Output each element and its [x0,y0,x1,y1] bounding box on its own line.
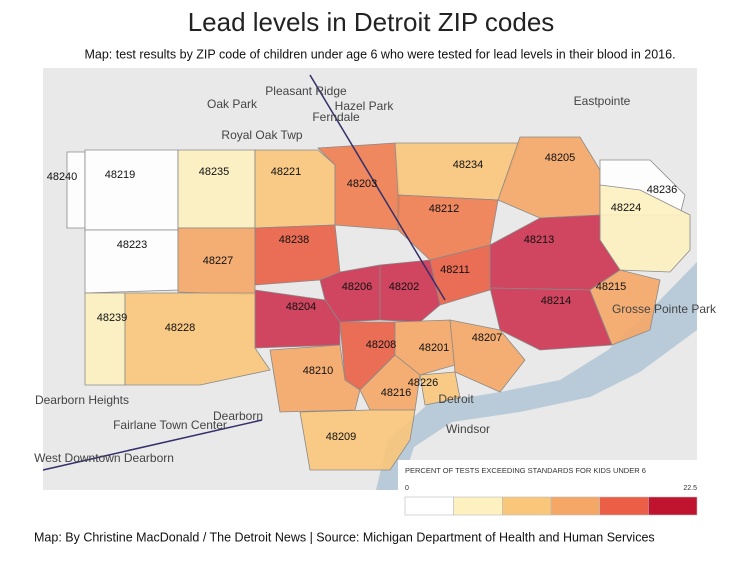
zip-label: 48224 [611,202,642,214]
place-label: Ferndale [312,110,360,124]
zip-label: 48234 [453,159,484,171]
zip-label: 48204 [286,301,317,313]
zip-area [299,409,416,471]
zip-label: 48215 [596,281,627,293]
zip-label: 48202 [389,281,420,293]
zip-label: 48210 [303,365,334,377]
legend-max: 22.5 [683,485,697,492]
zip-label: 48206 [342,281,373,293]
zip-area [489,287,613,351]
zip-label: 48207 [472,332,503,344]
zip-label: 48208 [366,339,397,351]
legend-swatch [453,496,503,516]
zip-label: 48201 [419,342,450,354]
place-label: Dearborn [213,409,263,423]
zip-label: 48227 [203,255,234,267]
zip-label: 48216 [381,387,412,399]
place-label: Windsor [446,422,490,436]
place-label: Grosse Pointe Park [612,302,717,316]
zip-label: 48211 [440,264,470,276]
zip-area [359,354,421,411]
legend-title: PERCENT OF TESTS EXCEEDING STANDARDS FOR… [405,466,646,475]
zip-area [177,149,256,229]
title: Lead levels in Detroit ZIP codes [188,7,555,37]
zip-area [84,292,126,386]
legend-scale [404,496,698,516]
label-layer: 48240 48219 48235 48221 48203 48234 48205 48236… [34,84,717,465]
zip-label: 48235 [199,166,230,178]
zip-label: 48214 [541,295,572,307]
zip-area [84,149,179,231]
place-label: West Downtown Dearborn [34,451,174,465]
zip-layer [66,136,691,471]
zip-label: 48239 [97,312,128,324]
place-label: Royal Oak Twp [221,128,302,142]
zip-label: 48213 [524,234,555,246]
zip-label: 48209 [326,431,357,443]
place-label: Fairlane Town Center [113,418,227,432]
road [42,419,263,471]
zip-label: 48236 [647,184,678,196]
legend-swatch [648,496,698,516]
legend-swatch [599,496,649,516]
subtitle: Map: test results by ZIP code of childre… [84,47,675,61]
zip-label: 48240 [47,171,78,183]
place-label: Detroit [438,392,474,406]
zip-area [124,292,271,386]
zip-label: 48221 [271,166,302,178]
zip-label: 48223 [117,239,148,251]
zip-area [419,371,461,406]
place-label: Eastpointe [574,94,631,108]
zip-label: 48212 [429,203,460,215]
place-label: Dearborn Heights [35,393,129,407]
footer-credit: Map: By Christine MacDonald / The Detroi… [34,530,655,544]
zip-area [254,149,336,229]
legend-min: 0 [405,485,409,492]
zip-area [589,269,661,346]
zip-label: 48203 [347,178,378,190]
legend-swatch [404,496,454,516]
place-label: Hazel Park [335,99,395,113]
zip-label: 48238 [279,234,310,246]
zip-area [394,319,456,376]
legend-swatch [502,496,552,516]
zip-label: 48228 [165,322,196,334]
zip-label: 48205 [545,152,576,164]
zip-label: 48226 [408,377,439,389]
zip-area [66,151,86,229]
place-label: Pleasant Ridge [265,84,347,98]
road [309,74,446,301]
legend-swatch [550,496,600,516]
zip-area [449,319,526,393]
place-label: Oak Park [207,97,258,111]
zip-label: 48219 [105,169,136,181]
